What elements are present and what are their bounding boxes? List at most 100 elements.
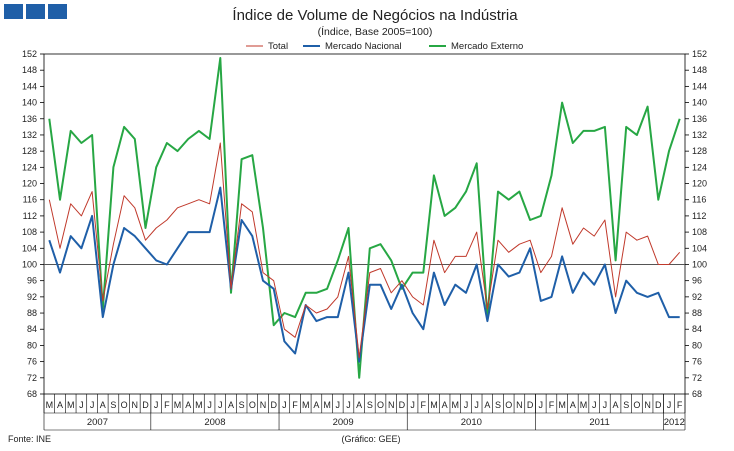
y-tick-label-right: 104	[692, 243, 707, 253]
y-tick-label-right: 140	[692, 98, 707, 108]
y-tick-label-left: 92	[27, 292, 37, 302]
series-line	[48, 142, 681, 359]
legend: Total Mercado Nacional Mercado Externo	[246, 41, 523, 52]
y-tick-label-right: 128	[692, 146, 707, 156]
y-tick-label-left: 132	[22, 130, 37, 140]
y-tick-label-right: 92	[692, 292, 702, 302]
x-month-label: J	[154, 400, 159, 410]
x-month-label: A	[57, 400, 63, 410]
x-month-label: A	[613, 400, 619, 410]
x-month-label: A	[484, 400, 490, 410]
x-month-label: J	[410, 400, 415, 410]
series-mercado-nacional	[48, 186, 680, 363]
y-tick-label-right: 124	[692, 162, 707, 172]
x-month-label: J	[539, 400, 544, 410]
x-month-label: O	[377, 400, 384, 410]
x-month-label: M	[558, 400, 566, 410]
x-month-label: J	[207, 400, 212, 410]
x-month-label: A	[570, 400, 576, 410]
y-axis-left: 68 72 76 80 84 88 92 96 100 104 108 112 116 120 124 128…	[22, 49, 44, 399]
legend-label: Mercado Externo	[451, 41, 523, 52]
x-month-label: O	[249, 400, 256, 410]
x-month-label: J	[218, 400, 223, 410]
x-month-label: A	[313, 400, 319, 410]
x-month-label: J	[346, 400, 351, 410]
y-tick-label-right: 136	[692, 114, 707, 124]
x-month-label: S	[367, 400, 373, 410]
y-tick-label-right: 84	[692, 324, 702, 334]
x-year-label: 2008	[204, 417, 225, 428]
x-year-label: 2009	[333, 417, 354, 428]
y-tick-label-right: 72	[692, 373, 702, 383]
y-axis-right: 68 72 76 80 84 88 92 96 100 104 108 112 116 120 124 128…	[685, 49, 707, 399]
x-month-label: M	[580, 400, 588, 410]
x-month-label: F	[677, 400, 683, 410]
x-year-label: 2007	[87, 417, 108, 428]
chart-title: Índice de Volume de Negócios na Indústri…	[232, 7, 518, 24]
x-month-label: M	[302, 400, 310, 410]
chart-subtitle: (Índice, Base 2005=100)	[318, 25, 433, 38]
y-tick-label-left: 68	[27, 389, 37, 399]
brand-squares-icon	[4, 4, 23, 19]
y-tick-label-left: 152	[22, 49, 37, 59]
x-month-label: J	[667, 400, 672, 410]
x-month-label: N	[132, 400, 139, 410]
x-month-label: D	[142, 400, 149, 410]
x-month-label: A	[356, 400, 362, 410]
x-month-label: J	[336, 400, 341, 410]
y-tick-label-right: 112	[692, 211, 706, 221]
y-tick-label-right: 76	[692, 357, 702, 367]
chart-credit: (Gráfico: GEE)	[341, 434, 400, 444]
x-month-label: M	[195, 400, 203, 410]
y-tick-label-right: 116	[692, 195, 706, 205]
series-line	[48, 186, 680, 363]
x-month-label: N	[644, 400, 651, 410]
x-month-label: N	[516, 400, 523, 410]
x-month-label: D	[399, 400, 406, 410]
x-year-label: 2010	[461, 417, 482, 428]
x-month-label: S	[239, 400, 245, 410]
brand-squares-icon	[48, 4, 67, 19]
brand-logo	[4, 4, 67, 19]
x-month-label: M	[46, 400, 54, 410]
x-month-label: F	[549, 400, 555, 410]
x-month-label: S	[495, 400, 501, 410]
y-tick-label-left: 96	[27, 276, 37, 286]
x-month-label: J	[282, 400, 287, 410]
series-total	[48, 142, 681, 359]
x-month-label: A	[442, 400, 448, 410]
x-month-label: J	[464, 400, 469, 410]
x-month-label: S	[110, 400, 116, 410]
x-month-label: A	[100, 400, 106, 410]
x-month-label: J	[90, 400, 95, 410]
y-tick-label-left: 128	[22, 146, 37, 156]
x-month-label: M	[430, 400, 438, 410]
x-month-label: J	[474, 400, 479, 410]
brand-squares-icon	[26, 4, 45, 19]
y-tick-label-right: 148	[692, 65, 707, 75]
x-month-label: N	[388, 400, 395, 410]
y-tick-label-right: 96	[692, 276, 702, 286]
y-tick-label-left: 80	[27, 340, 37, 350]
x-month-label: J	[79, 400, 84, 410]
y-tick-label-left: 140	[22, 98, 37, 108]
y-tick-label-left: 148	[22, 65, 37, 75]
x-month-label: D	[270, 400, 277, 410]
y-tick-label-left: 116	[23, 195, 37, 205]
x-month-label: A	[228, 400, 234, 410]
y-tick-label-left: 124	[22, 162, 37, 172]
y-tick-label-right: 80	[692, 340, 702, 350]
y-tick-label-right: 120	[692, 179, 707, 189]
y-tick-label-right: 152	[692, 49, 707, 59]
y-tick-label-left: 84	[27, 324, 37, 334]
x-year-label: 2011	[589, 417, 609, 428]
x-month-label: F	[292, 400, 298, 410]
y-tick-label-left: 88	[27, 308, 37, 318]
x-month-label: O	[121, 400, 128, 410]
source-note: Fonte: INE	[8, 434, 51, 444]
x-month-label: M	[67, 400, 75, 410]
y-tick-label-left: 76	[27, 357, 37, 367]
y-tick-label-left: 72	[27, 373, 37, 383]
